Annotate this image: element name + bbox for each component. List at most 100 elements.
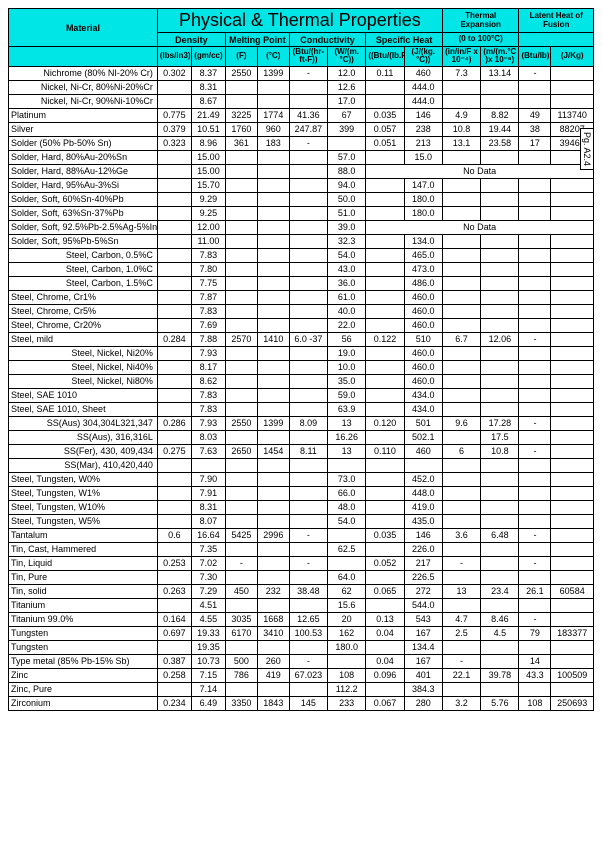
- cell-value: [157, 500, 191, 514]
- cell-value: [257, 556, 289, 570]
- cell-value: [519, 388, 551, 402]
- cell-value: [519, 318, 551, 332]
- cell-value: 26.1: [519, 584, 551, 598]
- cell-value: 17: [519, 136, 551, 150]
- cell-value: 134.4: [404, 640, 442, 654]
- cell-material: Zinc: [9, 668, 158, 682]
- cell-value: 0.04: [366, 654, 404, 668]
- cell-value: 15.6: [328, 598, 366, 612]
- cell-value: [289, 346, 327, 360]
- cell-value: [551, 234, 594, 248]
- cell-value: [289, 80, 327, 94]
- cell-value: 17.0: [328, 94, 366, 108]
- cell-value: [257, 682, 289, 696]
- table-row: Nickel, Ni-Cr, 90%Ni-10%Cr8.6717.0444.0: [9, 94, 594, 108]
- cell-value: [442, 682, 480, 696]
- cell-value: 183: [257, 136, 289, 150]
- cell-value: [442, 304, 480, 318]
- cell-value: 0.775: [157, 108, 191, 122]
- cell-value: 3.2: [442, 696, 480, 710]
- cell-value: 10.8: [481, 444, 519, 458]
- cell-value: [551, 66, 594, 80]
- unit-btuhr: (Btu/(hr-ft-F)): [289, 47, 327, 67]
- cell-material: Steel, Tungsten, W5%: [9, 514, 158, 528]
- cell-value: [157, 598, 191, 612]
- cell-value: 108: [519, 696, 551, 710]
- cell-value: 460: [404, 444, 442, 458]
- cell-value: [157, 346, 191, 360]
- col-thermal-exp-sub: (0 to 100°C): [442, 33, 519, 47]
- cell-value: 6.7: [442, 332, 480, 346]
- cell-value: [225, 220, 257, 234]
- cell-value: 450: [225, 584, 257, 598]
- cell-value: 4.51: [191, 598, 225, 612]
- col-conductivity: Conductivity: [289, 33, 366, 47]
- cell-value: [289, 472, 327, 486]
- cell-value: [519, 682, 551, 696]
- cell-value: 0.258: [157, 668, 191, 682]
- cell-value: [157, 542, 191, 556]
- cell-value: 43.3: [519, 668, 551, 682]
- cell-value: [225, 486, 257, 500]
- cell-value: 0.284: [157, 332, 191, 346]
- cell-value: [225, 388, 257, 402]
- cell-value: 0.052: [366, 556, 404, 570]
- cell-value: [157, 220, 191, 234]
- cell-value: [225, 360, 257, 374]
- cell-material: Steel, Chrome, Cr1%: [9, 290, 158, 304]
- table-row: Steel, SAE 10107.8359.0434.0: [9, 388, 594, 402]
- cell-value: [481, 556, 519, 570]
- cell-value: [366, 374, 404, 388]
- cell-value: [289, 248, 327, 262]
- cell-value: [442, 458, 480, 472]
- cell-value: 460.0: [404, 374, 442, 388]
- cell-value: [481, 192, 519, 206]
- cell-value: [257, 318, 289, 332]
- cell-value: 465.0: [404, 248, 442, 262]
- cell-value: [289, 192, 327, 206]
- cell-value: 12.0: [328, 66, 366, 80]
- cell-value: 12.65: [289, 612, 327, 626]
- cell-value: [481, 500, 519, 514]
- table-row: SS(Fer), 430, 409,4340.2757.63265014548.…: [9, 444, 594, 458]
- table-row: SS(Aus), 316,316L8.0316.26502.117.5: [9, 430, 594, 444]
- cell-value: [366, 206, 404, 220]
- cell-value: 0.065: [366, 584, 404, 598]
- cell-value: [225, 318, 257, 332]
- cell-value: [157, 164, 191, 178]
- cell-value: [442, 486, 480, 500]
- cell-value: 7.80: [191, 262, 225, 276]
- cell-material: Titanium: [9, 598, 158, 612]
- cell-material: Steel, Carbon, 1.5%C: [9, 276, 158, 290]
- cell-value: [289, 178, 327, 192]
- cell-value: [551, 192, 594, 206]
- cell-material: Steel, SAE 1010: [9, 388, 158, 402]
- cell-value: [442, 262, 480, 276]
- cell-value: [481, 80, 519, 94]
- cell-value: 15.00: [191, 150, 225, 164]
- cell-value: 7.63: [191, 444, 225, 458]
- cell-value: [519, 94, 551, 108]
- cell-value: [481, 262, 519, 276]
- cell-value: [442, 318, 480, 332]
- cell-value: [519, 192, 551, 206]
- cell-value: [551, 500, 594, 514]
- cell-value: [157, 682, 191, 696]
- cell-value: 272: [404, 584, 442, 598]
- cell-value: 7.69: [191, 318, 225, 332]
- cell-value: 960: [257, 122, 289, 136]
- cell-value: [519, 598, 551, 612]
- cell-value: [328, 136, 366, 150]
- cell-value: 10.73: [191, 654, 225, 668]
- cell-nodata: No Data: [366, 220, 594, 234]
- cell-value: 16.26: [328, 430, 366, 444]
- cell-value: 8.82: [481, 108, 519, 122]
- cell-value: [225, 206, 257, 220]
- table-row: Platinum0.77521.493225177441.36670.03514…: [9, 108, 594, 122]
- cell-value: [442, 178, 480, 192]
- cell-value: 8.03: [191, 430, 225, 444]
- cell-value: 12.00: [191, 220, 225, 234]
- cell-value: [157, 458, 191, 472]
- col-specific-heat: Specific Heat: [366, 33, 443, 47]
- table-row: Steel, Chrome, Cr1%7.8761.0460.0: [9, 290, 594, 304]
